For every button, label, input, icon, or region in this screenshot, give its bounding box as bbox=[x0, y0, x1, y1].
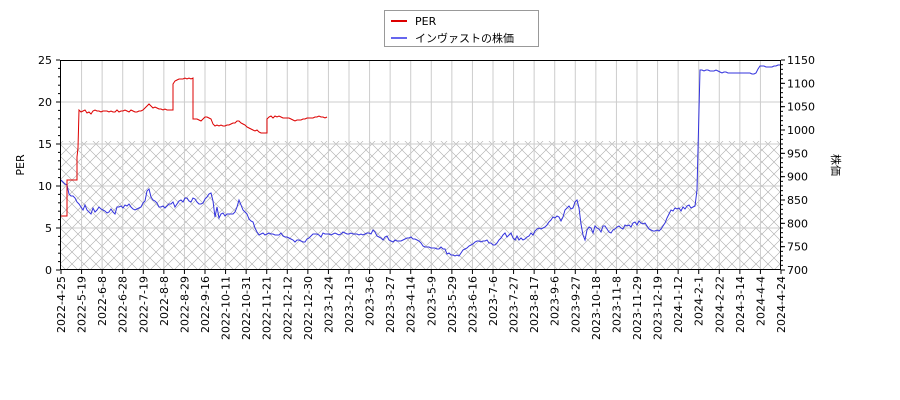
x-tick-label: 2022-6-8 bbox=[96, 276, 109, 326]
grid-lines bbox=[60, 60, 781, 270]
shaded-region bbox=[60, 141, 781, 270]
left-tick-label: 20 bbox=[38, 96, 52, 109]
legend-item-stock-price: インヴァストの株価 bbox=[391, 30, 514, 46]
right-tick-label: 750 bbox=[787, 241, 808, 254]
stock-price-line bbox=[60, 64, 780, 257]
x-tick-label: 2024-4-4 bbox=[754, 276, 767, 326]
legend-label-stock-price: インヴァストの株価 bbox=[415, 32, 514, 45]
x-tick-label: 2022-4-25 bbox=[55, 276, 68, 333]
x-tick-label: 2023-7-6 bbox=[487, 276, 500, 326]
x-tick-label: 2023-11-8 bbox=[610, 276, 623, 333]
x-axis: 2022-4-25 2022-5-19 2022-6-8 2022-6-28 2022-… bbox=[55, 270, 788, 340]
x-tick-label: 2022-5-19 bbox=[76, 276, 89, 333]
x-tick-label: 2024-2-22 bbox=[713, 276, 726, 333]
right-tick-label: 1050 bbox=[787, 101, 815, 114]
x-tick-label: 2023-5-29 bbox=[446, 276, 459, 333]
left-tick-label: 0 bbox=[45, 264, 52, 277]
x-tick-label: 2023-2-13 bbox=[343, 276, 356, 333]
right-tick-label: 850 bbox=[787, 194, 808, 207]
legend-swatch-red bbox=[391, 20, 407, 22]
left-tick-label: 15 bbox=[38, 138, 52, 151]
x-tick-label: 2023-4-14 bbox=[405, 276, 418, 333]
plot-frame bbox=[60, 60, 781, 270]
right-tick-label: 900 bbox=[787, 171, 808, 184]
x-tick-label: 2024-3-14 bbox=[734, 276, 747, 333]
x-tick-label: 2024-2-1 bbox=[693, 276, 706, 326]
x-tick-label: 2024-1-12 bbox=[672, 276, 685, 333]
x-tick-label: 2023-3-6 bbox=[364, 276, 377, 326]
legend-item-per: PER bbox=[391, 13, 436, 29]
x-tick-label: 2023-3-27 bbox=[384, 276, 397, 333]
legend: PER インヴァストの株価 bbox=[384, 10, 539, 47]
left-axis-title: PER bbox=[14, 154, 27, 176]
legend-swatch-blue bbox=[391, 37, 407, 39]
x-tick-label: 2023-9-27 bbox=[569, 276, 582, 333]
legend-label-per: PER bbox=[415, 14, 437, 28]
x-tick-label: 2022-12-30 bbox=[302, 276, 315, 340]
x-tick-label: 2022-12-12 bbox=[281, 276, 294, 340]
left-tick-label: 25 bbox=[38, 54, 52, 67]
left-axis: 0 5 10 15 20 25 bbox=[38, 54, 60, 277]
x-tick-label: 2022-6-28 bbox=[117, 276, 130, 333]
x-tick-label: 2022-8-8 bbox=[158, 276, 171, 326]
x-tick-label: 2022-11-21 bbox=[261, 276, 274, 340]
right-axis-title: 株価 bbox=[829, 154, 843, 176]
x-tick-label: 2023-9-6 bbox=[549, 276, 562, 326]
x-tick-label: 2022-10-31 bbox=[240, 276, 253, 340]
right-tick-label: 1150 bbox=[787, 54, 815, 67]
x-tick-label: 2022-7-19 bbox=[137, 276, 150, 333]
x-tick-label: 2022-9-16 bbox=[199, 276, 212, 333]
x-tick-label: 2023-5-9 bbox=[425, 276, 438, 326]
x-tick-label: 2023-6-16 bbox=[466, 276, 479, 333]
x-tick-label: 2022-10-11 bbox=[220, 276, 233, 340]
right-tick-label: 700 bbox=[787, 264, 808, 277]
x-tick-label: 2023-8-17 bbox=[528, 276, 541, 333]
left-tick-label: 10 bbox=[38, 180, 52, 193]
x-tick-label: 2023-12-19 bbox=[652, 276, 665, 340]
per-line bbox=[61, 77, 328, 217]
right-tick-label: 1000 bbox=[787, 124, 815, 137]
x-tick-label: 2023-11-29 bbox=[631, 276, 644, 340]
right-axis: 700 750 800 850 900 950 1000 1050 1100 1150 bbox=[781, 54, 815, 277]
x-tick-label: 2023-7-27 bbox=[508, 276, 521, 333]
x-tick-label: 2022-8-29 bbox=[178, 276, 191, 333]
right-tick-label: 800 bbox=[787, 217, 808, 230]
x-tick-label: 2023-1-24 bbox=[322, 276, 335, 333]
right-tick-label: 950 bbox=[787, 147, 808, 160]
right-tick-label: 1100 bbox=[787, 77, 815, 90]
x-tick-label: 2024-4-24 bbox=[775, 276, 788, 333]
left-tick-label: 5 bbox=[45, 222, 52, 235]
x-tick-label: 2023-10-18 bbox=[590, 276, 603, 340]
